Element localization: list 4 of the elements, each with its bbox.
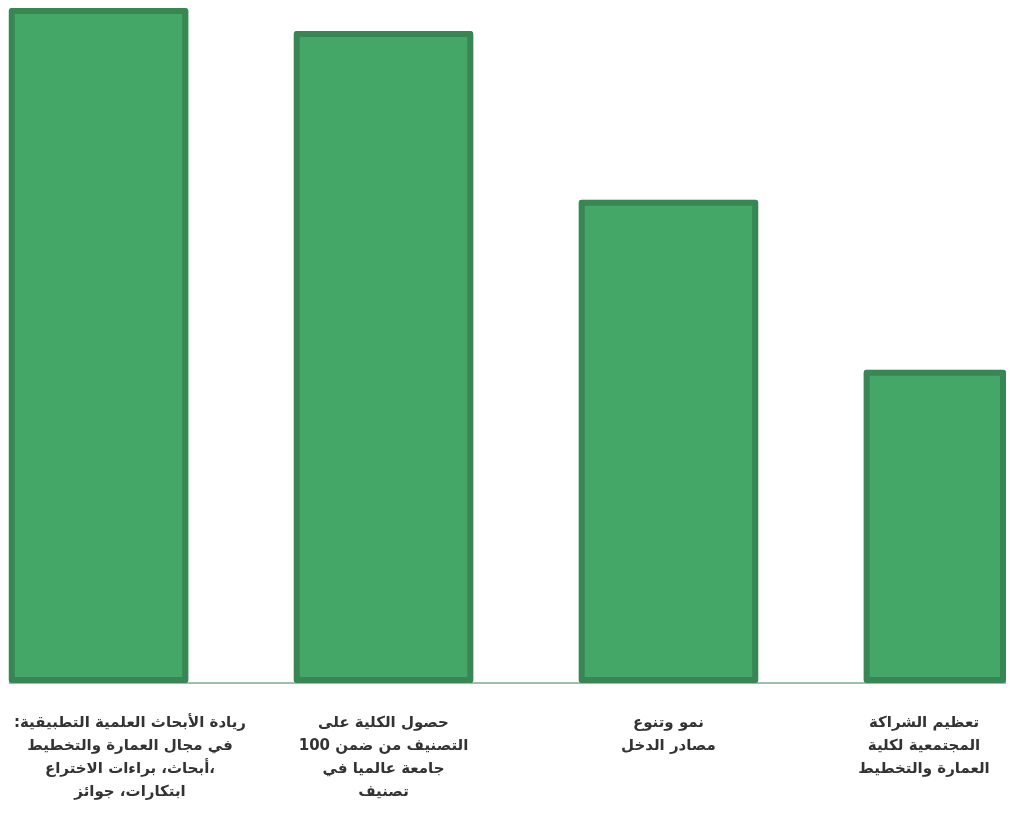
x-tick-label: تعظيم الشراكة المجتمعية لكلية العمارة والتخطيط [858,713,990,777]
x-tick-label: ريادة الأبحاث العلمية التطبيقية: في مجال العمارة والتخطيط ،أبحاث، براءات الاختراع ابتكارات، جوائز [14,713,246,800]
x-tick-label: نمو وتنوع مصادر الدخل [621,713,716,754]
x-tick-label: حصول الكلية على التصنيف من ضمن 100 جامعة عالميا في تصنيف [298,713,469,800]
